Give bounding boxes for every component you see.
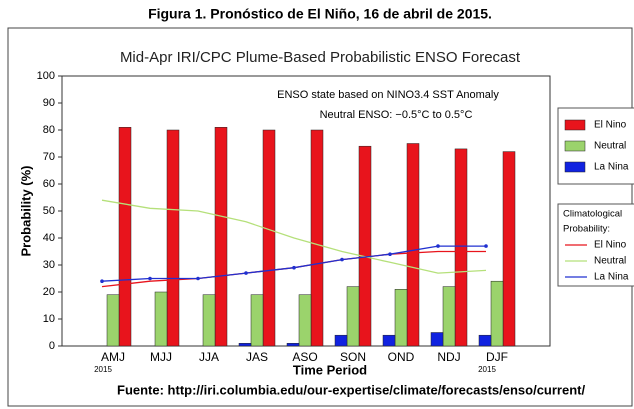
climatology-line [101, 245, 486, 282]
bar [454, 148, 468, 347]
bar [166, 129, 180, 347]
bar [334, 334, 348, 347]
bar [106, 294, 120, 347]
y-tick-label: 0 [49, 340, 55, 352]
legend-label: La Nina [594, 272, 629, 283]
line-marker [436, 244, 440, 248]
chart-title: Mid-Apr IRI/CPC Plume-Based Probabilisti… [120, 49, 521, 66]
bar [346, 286, 360, 347]
legend-title: Probability: [563, 224, 610, 235]
y-tick-label: 100 [37, 70, 55, 82]
bar [286, 343, 300, 347]
bar [442, 286, 456, 347]
x-tick-label: DJF [486, 350, 508, 364]
bar [358, 145, 372, 347]
bar [154, 291, 168, 347]
annotation: ENSO state based on NINO3.4 SST Anomaly [277, 89, 499, 101]
y-tick-label: 80 [43, 124, 55, 136]
legend-swatch [564, 140, 586, 152]
legend-label: El Nino [594, 240, 627, 251]
bar [382, 334, 396, 347]
legend-title: Climatological [563, 209, 622, 220]
x-tick-label: MJJ [150, 350, 172, 364]
y-tick-label: 40 [43, 232, 55, 244]
line-marker [292, 265, 296, 270]
bar [490, 280, 504, 347]
heading: Figura 1. Pronóstico de El Niño, 16 de a… [148, 6, 492, 22]
y-tick-label: 90 [43, 97, 55, 109]
x-tick-label: NDJ [437, 350, 460, 364]
bar [214, 127, 228, 347]
x-tick-sublabel: 2015 [478, 365, 496, 374]
bar [250, 294, 264, 347]
x-axis-label: Time Period [293, 362, 367, 377]
legend-swatch [564, 161, 586, 173]
line-marker [484, 244, 488, 248]
x-tick-label: AMJ [101, 350, 125, 364]
y-tick-label: 30 [43, 259, 55, 271]
y-axis-label: Probability (%) [18, 165, 33, 256]
y-tick-label: 60 [43, 178, 55, 190]
line-marker [244, 271, 248, 275]
bar [502, 151, 516, 347]
legend-label: El Nino [594, 120, 627, 131]
bar [202, 294, 216, 347]
bar [394, 289, 408, 347]
climatology-line [101, 199, 487, 274]
x-tick-label: OND [388, 350, 415, 364]
y-tick-label: 50 [43, 205, 55, 217]
line-marker [196, 276, 200, 281]
bar [298, 294, 312, 347]
footer: Fuente: http://iri.columbia.edu/our-expe… [117, 382, 585, 397]
legend-label: Neutral [594, 141, 626, 152]
bar [262, 129, 276, 347]
legend-box [557, 203, 634, 287]
bar [310, 129, 324, 347]
line-marker [100, 279, 104, 284]
bar [118, 127, 132, 347]
bar [430, 332, 444, 347]
line-marker [340, 257, 344, 262]
line-marker [388, 252, 392, 256]
bar [406, 143, 420, 347]
legend-label: La Nina [594, 162, 629, 173]
y-tick-label: 20 [43, 286, 55, 298]
bar [478, 334, 492, 347]
annotation: Neutral ENSO: −0.5°C to 0.5°C [320, 109, 473, 121]
bar [238, 343, 252, 347]
y-tick-label: 70 [43, 151, 55, 163]
y-tick-label: 10 [43, 313, 55, 325]
x-tick-label: JAS [246, 350, 268, 364]
legend-swatch [564, 119, 586, 131]
x-tick-label: ASO [292, 350, 317, 364]
x-tick-label: JJA [199, 350, 219, 364]
line-marker [148, 276, 152, 281]
x-tick-label: SON [340, 350, 366, 364]
x-tick-sublabel: 2015 [94, 365, 112, 374]
legend-label: Neutral [594, 256, 626, 267]
